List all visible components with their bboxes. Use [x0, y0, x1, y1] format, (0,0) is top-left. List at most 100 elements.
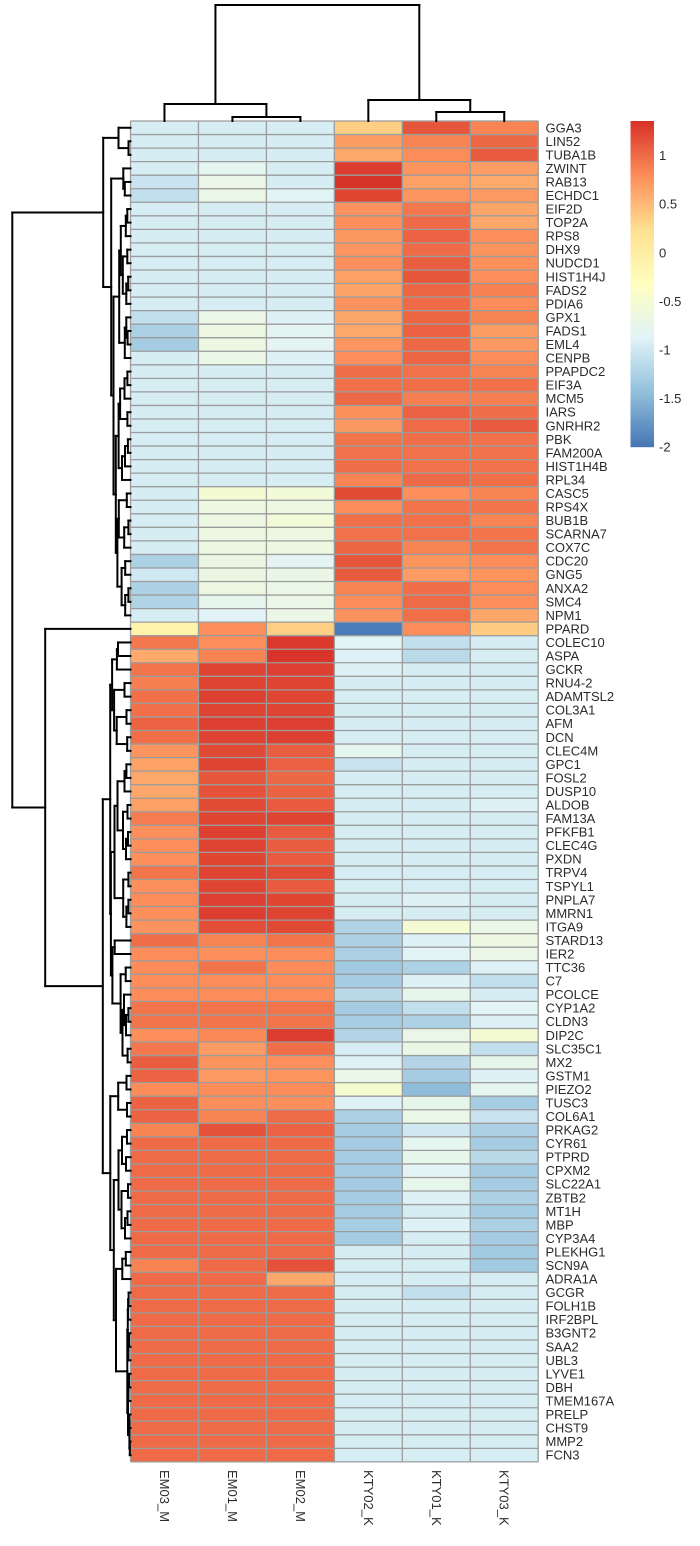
svg-text:B3GNT2: B3GNT2 [546, 1326, 597, 1341]
svg-text:ITGA9: ITGA9 [546, 919, 584, 934]
svg-text:PLEKHG1: PLEKHG1 [546, 1244, 606, 1259]
svg-text:SMC4: SMC4 [546, 594, 582, 609]
svg-text:GPC1: GPC1 [546, 757, 581, 772]
svg-text:C7: C7 [546, 974, 563, 989]
svg-text:CLDN3: CLDN3 [546, 1014, 589, 1029]
svg-text:CYP3A4: CYP3A4 [546, 1231, 596, 1246]
svg-text:COLEC10: COLEC10 [546, 635, 605, 650]
svg-text:TTC36: TTC36 [546, 960, 586, 975]
svg-text:PBK: PBK [546, 432, 572, 447]
svg-text:PFKFB1: PFKFB1 [546, 825, 595, 840]
svg-text:EM03_M: EM03_M [157, 1470, 172, 1522]
svg-text:PXDN: PXDN [546, 852, 582, 867]
svg-text:FAM200A: FAM200A [546, 445, 603, 460]
svg-text:GPX1: GPX1 [546, 310, 581, 325]
svg-text:EM02_M: EM02_M [293, 1470, 308, 1522]
svg-text:FADS2: FADS2 [546, 283, 587, 298]
svg-text:RPS4X: RPS4X [546, 500, 589, 515]
svg-text:FCN3: FCN3 [546, 1448, 580, 1463]
svg-text:DIP2C: DIP2C [546, 1028, 584, 1043]
svg-text:RPL34: RPL34 [546, 472, 586, 487]
svg-text:RPS8: RPS8 [546, 229, 580, 244]
svg-text:ALDOB: ALDOB [546, 797, 590, 812]
svg-text:ADRA1A: ADRA1A [546, 1272, 598, 1287]
svg-text:AFM: AFM [546, 716, 573, 731]
svg-text:FADS1: FADS1 [546, 323, 587, 338]
svg-text:TOP2A: TOP2A [546, 215, 589, 230]
svg-text:TUBA1B: TUBA1B [546, 147, 597, 162]
svg-text:PRKAG2: PRKAG2 [546, 1123, 599, 1138]
svg-text:DBH: DBH [546, 1380, 573, 1395]
svg-text:CASC5: CASC5 [546, 486, 589, 501]
svg-text:PDIA6: PDIA6 [546, 296, 584, 311]
svg-text:MMP2: MMP2 [546, 1434, 584, 1449]
svg-text:STARD13: STARD13 [546, 933, 604, 948]
svg-text:CHST9: CHST9 [546, 1421, 589, 1436]
svg-text:GNRHR2: GNRHR2 [546, 418, 601, 433]
svg-text:MT1H: MT1H [546, 1204, 581, 1219]
svg-text:CENPB: CENPB [546, 351, 591, 366]
svg-text:TMEM167A: TMEM167A [546, 1393, 615, 1408]
svg-text:-1.5: -1.5 [659, 391, 681, 406]
svg-text:COL3A1: COL3A1 [546, 703, 596, 718]
svg-text:MMRN1: MMRN1 [546, 906, 594, 921]
svg-text:ECHDC1: ECHDC1 [546, 188, 599, 203]
svg-text:ADAMTSL2: ADAMTSL2 [546, 689, 615, 704]
svg-text:NPM1: NPM1 [546, 608, 582, 623]
svg-text:EM01_M: EM01_M [225, 1470, 240, 1522]
svg-text:TSPYL1: TSPYL1 [546, 879, 594, 894]
svg-text:SLC35C1: SLC35C1 [546, 1041, 602, 1056]
svg-text:COX7C: COX7C [546, 540, 591, 555]
svg-text:IER2: IER2 [546, 946, 575, 961]
svg-text:CLEC4G: CLEC4G [546, 838, 598, 853]
svg-text:IARS: IARS [546, 405, 577, 420]
svg-text:TUSC3: TUSC3 [546, 1095, 589, 1110]
svg-text:PIEZO2: PIEZO2 [546, 1082, 592, 1097]
svg-text:ZWINT: ZWINT [546, 161, 587, 176]
svg-text:SAA2: SAA2 [546, 1339, 579, 1354]
svg-text:SLC22A1: SLC22A1 [546, 1177, 602, 1192]
svg-text:GCKR: GCKR [546, 662, 584, 677]
svg-text:EIF2D: EIF2D [546, 202, 583, 217]
svg-text:RNU4-2: RNU4-2 [546, 676, 593, 691]
svg-text:COL6A1: COL6A1 [546, 1109, 596, 1124]
svg-text:IRF2BPL: IRF2BPL [546, 1312, 599, 1327]
svg-text:SCARNA7: SCARNA7 [546, 527, 607, 542]
svg-text:ANXA2: ANXA2 [546, 581, 589, 596]
svg-text:DCN: DCN [546, 730, 574, 745]
svg-text:HIST1H4B: HIST1H4B [546, 459, 608, 474]
svg-text:LYVE1: LYVE1 [546, 1366, 586, 1381]
svg-text:EIF3A: EIF3A [546, 378, 582, 393]
svg-text:PNPLA7: PNPLA7 [546, 892, 596, 907]
svg-text:CPXM2: CPXM2 [546, 1163, 591, 1178]
svg-text:ASPA: ASPA [546, 649, 580, 664]
svg-text:RAB13: RAB13 [546, 174, 587, 189]
svg-text:-2: -2 [659, 440, 671, 455]
svg-text:DHX9: DHX9 [546, 242, 581, 257]
svg-text:TRPV4: TRPV4 [546, 865, 588, 880]
svg-text:CYR61: CYR61 [546, 1136, 588, 1151]
svg-text:FOSL2: FOSL2 [546, 770, 587, 785]
svg-text:GCGR: GCGR [546, 1285, 585, 1300]
svg-text:PPAPDC2: PPAPDC2 [546, 364, 606, 379]
svg-text:-1: -1 [659, 343, 671, 358]
svg-text:-0.5: -0.5 [659, 294, 681, 309]
svg-text:FAM13A: FAM13A [546, 811, 596, 826]
svg-text:PTPRD: PTPRD [546, 1150, 590, 1165]
svg-text:PCOLCE: PCOLCE [546, 987, 600, 1002]
svg-text:GGA3: GGA3 [546, 120, 582, 135]
svg-text:PPARD: PPARD [546, 621, 590, 636]
svg-text:MBP: MBP [546, 1217, 574, 1232]
svg-text:GSTM1: GSTM1 [546, 1068, 591, 1083]
svg-text:SCN9A: SCN9A [546, 1258, 590, 1273]
svg-text:CLEC4M: CLEC4M [546, 743, 599, 758]
svg-text:GNG5: GNG5 [546, 567, 583, 582]
svg-text:UBL3: UBL3 [546, 1353, 579, 1368]
svg-text:PRELP: PRELP [546, 1407, 589, 1422]
svg-text:EML4: EML4 [546, 337, 580, 352]
svg-text:MX2: MX2 [546, 1055, 573, 1070]
svg-text:0: 0 [659, 245, 666, 260]
svg-text:ZBTB2: ZBTB2 [546, 1190, 586, 1205]
svg-text:LIN52: LIN52 [546, 134, 581, 149]
svg-text:FOLH1B: FOLH1B [546, 1299, 597, 1314]
